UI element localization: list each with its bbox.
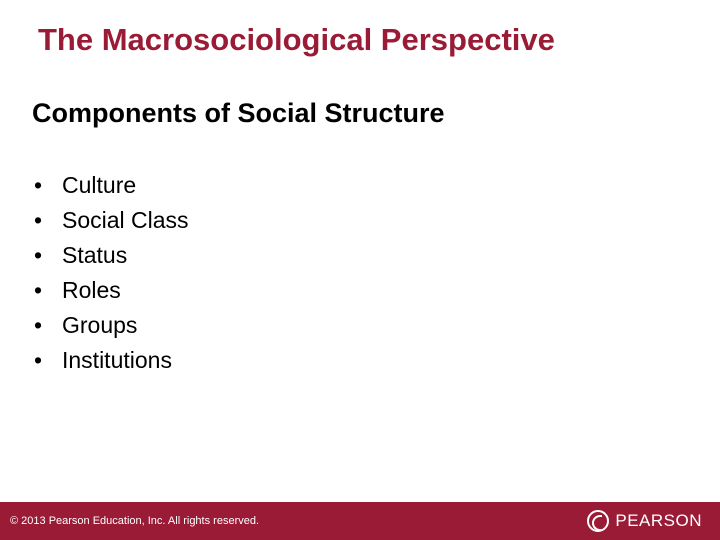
slide: The Macrosociological Perspective Compon… — [0, 0, 720, 540]
list-item: •Institutions — [34, 347, 189, 374]
list-item: •Groups — [34, 312, 189, 339]
bullet-icon: • — [34, 242, 62, 269]
list-item: •Status — [34, 242, 189, 269]
pearson-logo-text: PEARSON — [615, 511, 702, 531]
bullet-icon: • — [34, 277, 62, 304]
bullet-icon: • — [34, 312, 62, 339]
bullet-text: Institutions — [62, 347, 172, 374]
list-item: •Culture — [34, 172, 189, 199]
bullet-text: Groups — [62, 312, 137, 339]
copyright-text: © 2013 Pearson Education, Inc. All right… — [10, 515, 259, 527]
bullet-icon: • — [34, 172, 62, 199]
pearson-logo-icon — [587, 510, 609, 532]
bullet-text: Status — [62, 242, 127, 269]
bullet-text: Culture — [62, 172, 136, 199]
pearson-logo: PEARSON — [587, 510, 702, 532]
slide-title: The Macrosociological Perspective — [38, 22, 700, 58]
list-item: •Roles — [34, 277, 189, 304]
bullet-icon: • — [34, 347, 62, 374]
bullet-text: Social Class — [62, 207, 189, 234]
footer-bar: © 2013 Pearson Education, Inc. All right… — [0, 502, 720, 540]
bullet-text: Roles — [62, 277, 121, 304]
bullet-icon: • — [34, 207, 62, 234]
bullet-list: •Culture •Social Class •Status •Roles •G… — [34, 172, 189, 382]
slide-subtitle: Components of Social Structure — [32, 98, 700, 129]
list-item: •Social Class — [34, 207, 189, 234]
